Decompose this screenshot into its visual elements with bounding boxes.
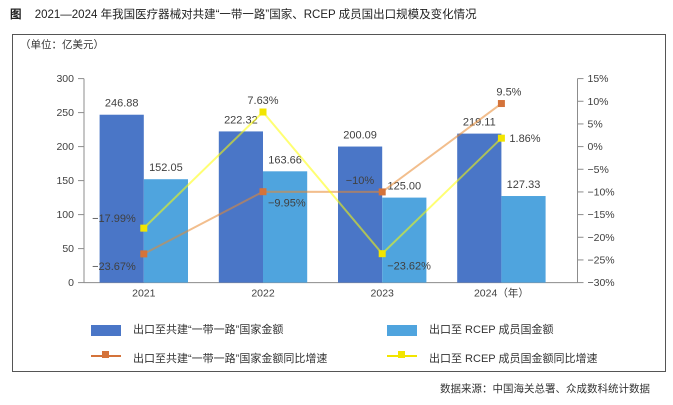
svg-text:2022: 2022 — [251, 288, 275, 300]
svg-text:7.63%: 7.63% — [247, 95, 278, 107]
svg-text:5%: 5% — [588, 118, 603, 130]
svg-text:127.33: 127.33 — [507, 179, 541, 191]
svg-text:200: 200 — [56, 141, 74, 153]
svg-text:0%: 0% — [588, 141, 603, 153]
svg-text:163.66: 163.66 — [268, 154, 302, 166]
svg-text:−9.95%: −9.95% — [268, 198, 306, 210]
svg-text:2021: 2021 — [132, 288, 156, 300]
svg-text:125.00: 125.00 — [387, 181, 421, 193]
svg-text:−23.62%: −23.62% — [387, 261, 431, 273]
svg-text:152.05: 152.05 — [149, 162, 183, 174]
svg-text:9.5%: 9.5% — [496, 87, 521, 99]
svg-text:−20%: −20% — [588, 232, 615, 244]
svg-text:250: 250 — [56, 107, 74, 119]
svg-text:15%: 15% — [588, 73, 609, 85]
svg-text:300: 300 — [56, 73, 74, 85]
svg-text:−15%: −15% — [588, 209, 615, 221]
svg-text:1.86%: 1.86% — [509, 133, 540, 145]
svg-text:2024（年）: 2024（年） — [474, 287, 529, 300]
svg-text:10%: 10% — [588, 96, 609, 108]
svg-text:246.88: 246.88 — [105, 98, 139, 110]
svg-text:150: 150 — [56, 175, 74, 187]
svg-text:−17.99%: −17.99% — [92, 213, 136, 225]
svg-text:−10%: −10% — [588, 186, 615, 198]
svg-text:−10%: −10% — [346, 175, 375, 187]
svg-text:−30%: −30% — [588, 277, 615, 289]
svg-text:222.32: 222.32 — [224, 114, 258, 126]
svg-text:219.11: 219.11 — [463, 117, 496, 129]
svg-text:2023: 2023 — [371, 288, 395, 300]
svg-text:200.09: 200.09 — [343, 130, 377, 142]
svg-text:100: 100 — [56, 209, 74, 221]
svg-text:−23.67%: −23.67% — [92, 261, 136, 273]
svg-text:−25%: −25% — [588, 254, 615, 266]
svg-text:−5%: −5% — [588, 164, 609, 176]
svg-text:0: 0 — [68, 277, 74, 289]
svg-text:50: 50 — [62, 243, 74, 255]
